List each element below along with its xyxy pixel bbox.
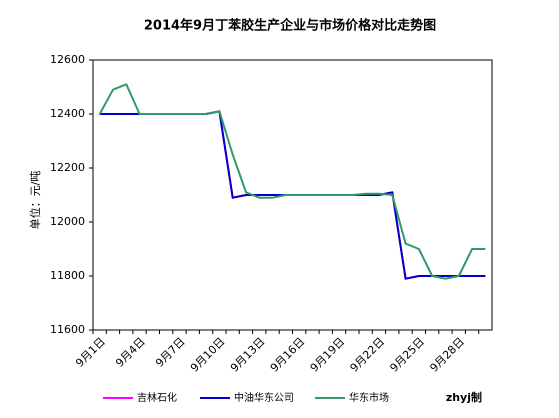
y-tick-label: 11800 — [50, 269, 85, 282]
y-tick-label: 12600 — [50, 53, 85, 66]
y-tick-label: 11600 — [50, 323, 85, 336]
x-tick-label: 9月28日 — [427, 335, 467, 375]
x-tick-label: 9月19日 — [308, 335, 348, 375]
x-tick-label: 9月25日 — [387, 335, 427, 375]
legend-label: 吉林石化 — [137, 391, 177, 404]
y-tick-label: 12400 — [50, 107, 85, 120]
legend-label: 华东市场 — [349, 391, 389, 404]
x-tick-label: 9月22日 — [348, 335, 388, 375]
x-tick-label: 9月10日 — [188, 335, 228, 375]
y-axis-label: 单位：元/吨 — [28, 171, 42, 230]
chart-title: 2014年9月丁苯胶生产企业与市场价格对比走势图 — [144, 18, 436, 34]
x-tick-label: 9月4日 — [113, 335, 148, 370]
x-tick-label: 9月16日 — [268, 335, 308, 375]
y-tick-label: 12000 — [50, 215, 85, 228]
x-tick-label: 9月7日 — [153, 335, 188, 370]
series-line — [98, 83, 486, 280]
y-tick-label: 12200 — [50, 161, 85, 174]
x-tick-label: 9月1日 — [73, 335, 108, 370]
annotation: zhyj制 — [446, 390, 482, 404]
x-tick-label: 9月13日 — [228, 335, 268, 375]
legend-label: 中油华东公司 — [234, 391, 294, 404]
